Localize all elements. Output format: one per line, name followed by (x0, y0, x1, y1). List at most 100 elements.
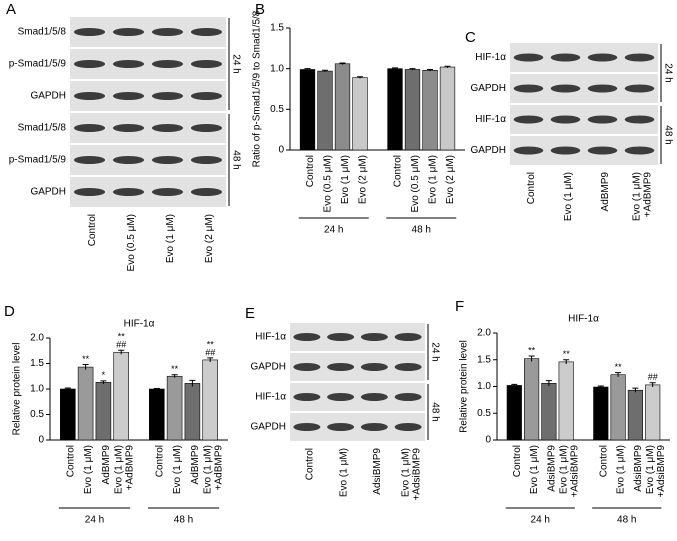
error-bar (118, 349, 125, 355)
blot-band (151, 92, 184, 100)
error-bar (597, 385, 604, 389)
error-bar (563, 359, 570, 365)
lane-label: Evo (2 μM) (204, 214, 215, 263)
blot-band (550, 115, 581, 124)
x-tick-label: AdBMP9 (101, 445, 112, 485)
blot-band (587, 146, 618, 155)
panel-letter: E (245, 305, 255, 322)
lane-label: Control (526, 172, 537, 204)
blot-band (112, 124, 145, 132)
bar (317, 70, 333, 151)
x-tick-label: Evo (0.5 μM) (410, 155, 421, 212)
row-label: HIF-1α (475, 52, 506, 63)
bar (60, 388, 76, 441)
group-label: 24 h (324, 225, 343, 236)
x-tick-label: Control (512, 445, 523, 477)
lane-label: Evo (1 μM) (400, 448, 411, 497)
lane-label: AdBMP9 (600, 172, 611, 212)
blot-band (190, 124, 223, 132)
lane-label: Evo (1 μM) (632, 172, 643, 221)
error-bar (649, 382, 656, 388)
blot-band (360, 393, 388, 401)
significance-mark: ** (207, 339, 215, 349)
lane-label: +AdsiBMP9 (411, 448, 422, 501)
blot-band (73, 124, 106, 132)
y-tick-label: 1.0 (270, 63, 284, 74)
bar (524, 358, 540, 441)
bar (202, 359, 218, 441)
blot-band (360, 363, 388, 371)
x-tick-label: AdBMP9 (190, 445, 201, 485)
x-tick-label: Evo (2 μM) (445, 155, 456, 204)
blot-band (73, 188, 106, 196)
panel-letter: F (455, 298, 464, 315)
panel-letter: C (465, 29, 476, 46)
time-label: 48 h (230, 150, 241, 169)
group-label: 48 h (617, 515, 636, 526)
time-label: 24 h (230, 54, 241, 73)
blot-band (394, 363, 422, 371)
row-label: GAPDH (30, 187, 66, 198)
row-label: HIF-1α (475, 114, 506, 125)
x-tick-label: AdsiBMP9 (547, 445, 558, 492)
x-tick-label: Evo (1 μM) (529, 445, 540, 494)
bar (541, 382, 557, 441)
blot-band (587, 115, 618, 124)
x-tick-label: AdsiBMP9 (633, 445, 644, 492)
panel-letter: D (4, 303, 15, 320)
blot-band (73, 156, 106, 164)
x-tick-label: Evo (1 μM) (616, 445, 627, 494)
blot-band (151, 60, 184, 68)
bar (95, 382, 112, 441)
error-bar (427, 68, 433, 72)
blot-band (624, 115, 655, 124)
row-label: GAPDH (470, 145, 506, 156)
y-axis-label: Ratio of p-Smad1/5/9 to Smad1/5/8 (252, 10, 263, 167)
panel-letter: A (6, 1, 16, 18)
blot-band (112, 188, 145, 196)
error-bar (100, 380, 107, 384)
x-tick-label: Evo (2 μM) (358, 155, 369, 204)
blot-band (587, 53, 618, 62)
blot-band (513, 115, 544, 124)
y-tick-label: 1.5 (270, 23, 284, 34)
significance-mark: ## (648, 372, 658, 382)
x-tick-label: Evo (1 μM) (172, 445, 183, 494)
blot-band (190, 60, 223, 68)
y-tick-label: 2.0 (30, 333, 44, 344)
bar (627, 389, 643, 441)
blot-band (394, 333, 422, 341)
x-tick-label: +AdsiBMP9 (569, 445, 580, 498)
x-tick-label: Control (393, 155, 404, 187)
y-axis-label: Relative protein level (12, 343, 23, 436)
y-tick-label: 0 (485, 435, 491, 446)
y-tick-label: 0 (38, 435, 44, 446)
row-label: p-Smad1/5/9 (9, 155, 67, 166)
row-label: GAPDH (30, 91, 66, 102)
lane-label: Evo (1 μM) (563, 172, 574, 221)
blot-band (73, 92, 106, 100)
lane-label: Control (87, 214, 98, 246)
x-tick-label: Control (598, 445, 609, 477)
bar (166, 375, 183, 441)
blot-band (513, 84, 544, 93)
group-label: 48 h (412, 225, 431, 236)
error-bar (632, 387, 639, 393)
time-label: 24 h (429, 342, 440, 361)
row-label: GAPDH (250, 362, 286, 373)
x-tick-label: Evo (1 μM) (428, 155, 439, 204)
error-bar (339, 62, 346, 65)
significance-mark: ## (205, 347, 215, 357)
blot-band (190, 28, 223, 36)
bar (352, 77, 368, 151)
group-label: 48 h (174, 515, 193, 526)
error-bar (171, 374, 178, 378)
bar (439, 66, 456, 151)
blot-band (327, 393, 355, 401)
bar (506, 385, 522, 441)
blot-band (112, 156, 145, 164)
y-tick-label: 1.5 (477, 354, 491, 365)
lane-label: Evo (1 μM) (165, 214, 176, 263)
y-tick-label: 1.0 (30, 384, 44, 395)
